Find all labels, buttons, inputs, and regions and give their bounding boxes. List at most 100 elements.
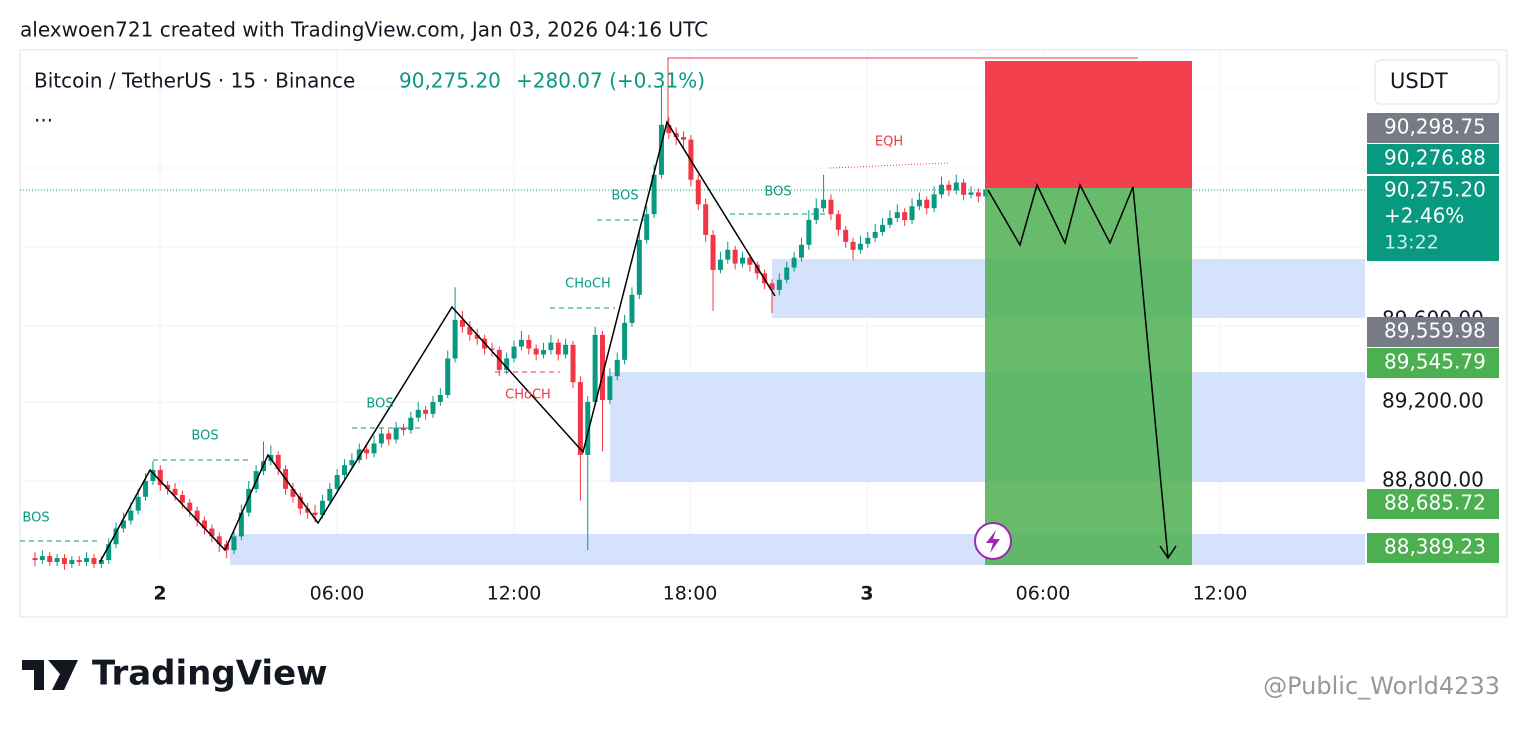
arrow-head bbox=[1159, 545, 1177, 560]
candle-body bbox=[165, 484, 171, 489]
candle-body bbox=[393, 427, 399, 440]
candle-body bbox=[238, 512, 244, 537]
candle-body bbox=[703, 204, 709, 235]
candle-body bbox=[69, 560, 75, 565]
time-label: 12:00 bbox=[1193, 583, 1248, 605]
candle-body bbox=[342, 465, 348, 476]
candle-body bbox=[673, 133, 679, 138]
candle-body bbox=[607, 376, 613, 400]
currency-button[interactable] bbox=[1374, 59, 1500, 105]
candle-body bbox=[216, 536, 222, 545]
stop-zone bbox=[985, 61, 1192, 188]
candle-body bbox=[791, 257, 797, 268]
candle-body bbox=[489, 348, 495, 350]
candle-body bbox=[297, 496, 303, 509]
candle-body bbox=[120, 520, 126, 529]
candle-body bbox=[172, 488, 178, 496]
more[interactable]: ... bbox=[34, 103, 53, 127]
chart-frame bbox=[19, 49, 1508, 618]
structure-label: CHoCH bbox=[505, 388, 551, 403]
candle-body bbox=[76, 560, 82, 563]
brand-logo: TradingView bbox=[22, 654, 328, 694]
time-label: 06:00 bbox=[310, 583, 365, 605]
structure-lines bbox=[20, 57, 1138, 563]
structure-label: BOS bbox=[22, 511, 49, 526]
time-label: 2 bbox=[153, 583, 166, 605]
candle-body bbox=[91, 558, 97, 565]
candle-body bbox=[526, 339, 532, 349]
watermark: @Public_World4233 bbox=[1263, 672, 1500, 700]
candle-body bbox=[784, 267, 790, 280]
candle-body bbox=[47, 556, 53, 563]
time-label: 06:00 bbox=[1016, 583, 1071, 605]
candle-body bbox=[312, 512, 318, 515]
candle-body bbox=[798, 244, 804, 258]
price-label: 88,389.23 bbox=[1384, 535, 1486, 559]
candle-body bbox=[725, 249, 731, 260]
price-change: +280.07 (+0.31%) bbox=[516, 69, 705, 93]
candle-body bbox=[585, 401, 591, 455]
candle-body bbox=[651, 174, 657, 215]
structure-label: BOS bbox=[191, 429, 218, 444]
candle-body bbox=[931, 194, 937, 209]
price-tag bbox=[1367, 317, 1499, 347]
projection bbox=[987, 182, 1169, 559]
candle-body bbox=[437, 395, 443, 402]
candle-body bbox=[319, 500, 325, 515]
candle-body bbox=[194, 510, 200, 521]
price-label: 88,685.72 bbox=[1384, 491, 1486, 515]
candle-body bbox=[695, 179, 701, 205]
candle-body bbox=[334, 475, 340, 489]
candle-body bbox=[894, 212, 900, 219]
candle-body bbox=[364, 449, 370, 454]
price-tag bbox=[1367, 113, 1499, 143]
candle-body bbox=[909, 206, 915, 221]
candle-body bbox=[924, 199, 930, 209]
candle-body bbox=[327, 488, 333, 501]
candle-body bbox=[128, 510, 134, 521]
structure-label: BOS bbox=[366, 397, 393, 412]
candle-body bbox=[769, 283, 775, 290]
candle-body bbox=[290, 488, 296, 497]
candle-body bbox=[961, 182, 967, 195]
candle-body bbox=[577, 382, 583, 455]
candle-body bbox=[356, 449, 362, 461]
candle-body bbox=[828, 199, 834, 215]
candle-body bbox=[850, 241, 856, 250]
candle-body bbox=[747, 257, 753, 265]
candle-body bbox=[430, 401, 436, 414]
brand: TradingView bbox=[92, 654, 328, 694]
candle-body bbox=[98, 560, 104, 565]
candle-body bbox=[518, 339, 524, 347]
price-label: 89,200.00 bbox=[1382, 389, 1484, 413]
candle-body bbox=[872, 231, 878, 238]
candle-body bbox=[592, 334, 598, 402]
candle-body bbox=[865, 237, 871, 244]
candle-body bbox=[61, 558, 67, 565]
candle-body bbox=[548, 342, 554, 350]
current-price-tag bbox=[1367, 176, 1499, 261]
candle-body bbox=[504, 358, 510, 370]
candle-body bbox=[275, 454, 281, 470]
candle-body bbox=[32, 558, 38, 561]
annotations: BOS BOS BOS CHoCH CHoCH BOS BOS EQH bbox=[22, 135, 903, 526]
candle-body bbox=[231, 536, 237, 551]
candle-body bbox=[902, 212, 908, 221]
candle-body bbox=[246, 488, 252, 513]
candle-body bbox=[939, 184, 945, 195]
candle-body bbox=[423, 409, 429, 414]
candle-body bbox=[113, 528, 119, 545]
candle-body bbox=[39, 556, 45, 561]
candle-body bbox=[658, 124, 664, 175]
time-axis: 2 06:00 12:00 18:00 3 06:00 12:00 bbox=[153, 583, 1247, 605]
candle-body bbox=[821, 199, 827, 209]
candle-body bbox=[880, 224, 886, 232]
candle-body bbox=[975, 192, 981, 197]
candle-body bbox=[202, 520, 208, 529]
current-price: 90,275.20 bbox=[1384, 178, 1486, 202]
price-label: 88,800.00 bbox=[1382, 468, 1484, 492]
candle-body bbox=[150, 469, 156, 481]
candle-body bbox=[209, 528, 215, 537]
structure-label: CHoCH bbox=[565, 277, 611, 292]
